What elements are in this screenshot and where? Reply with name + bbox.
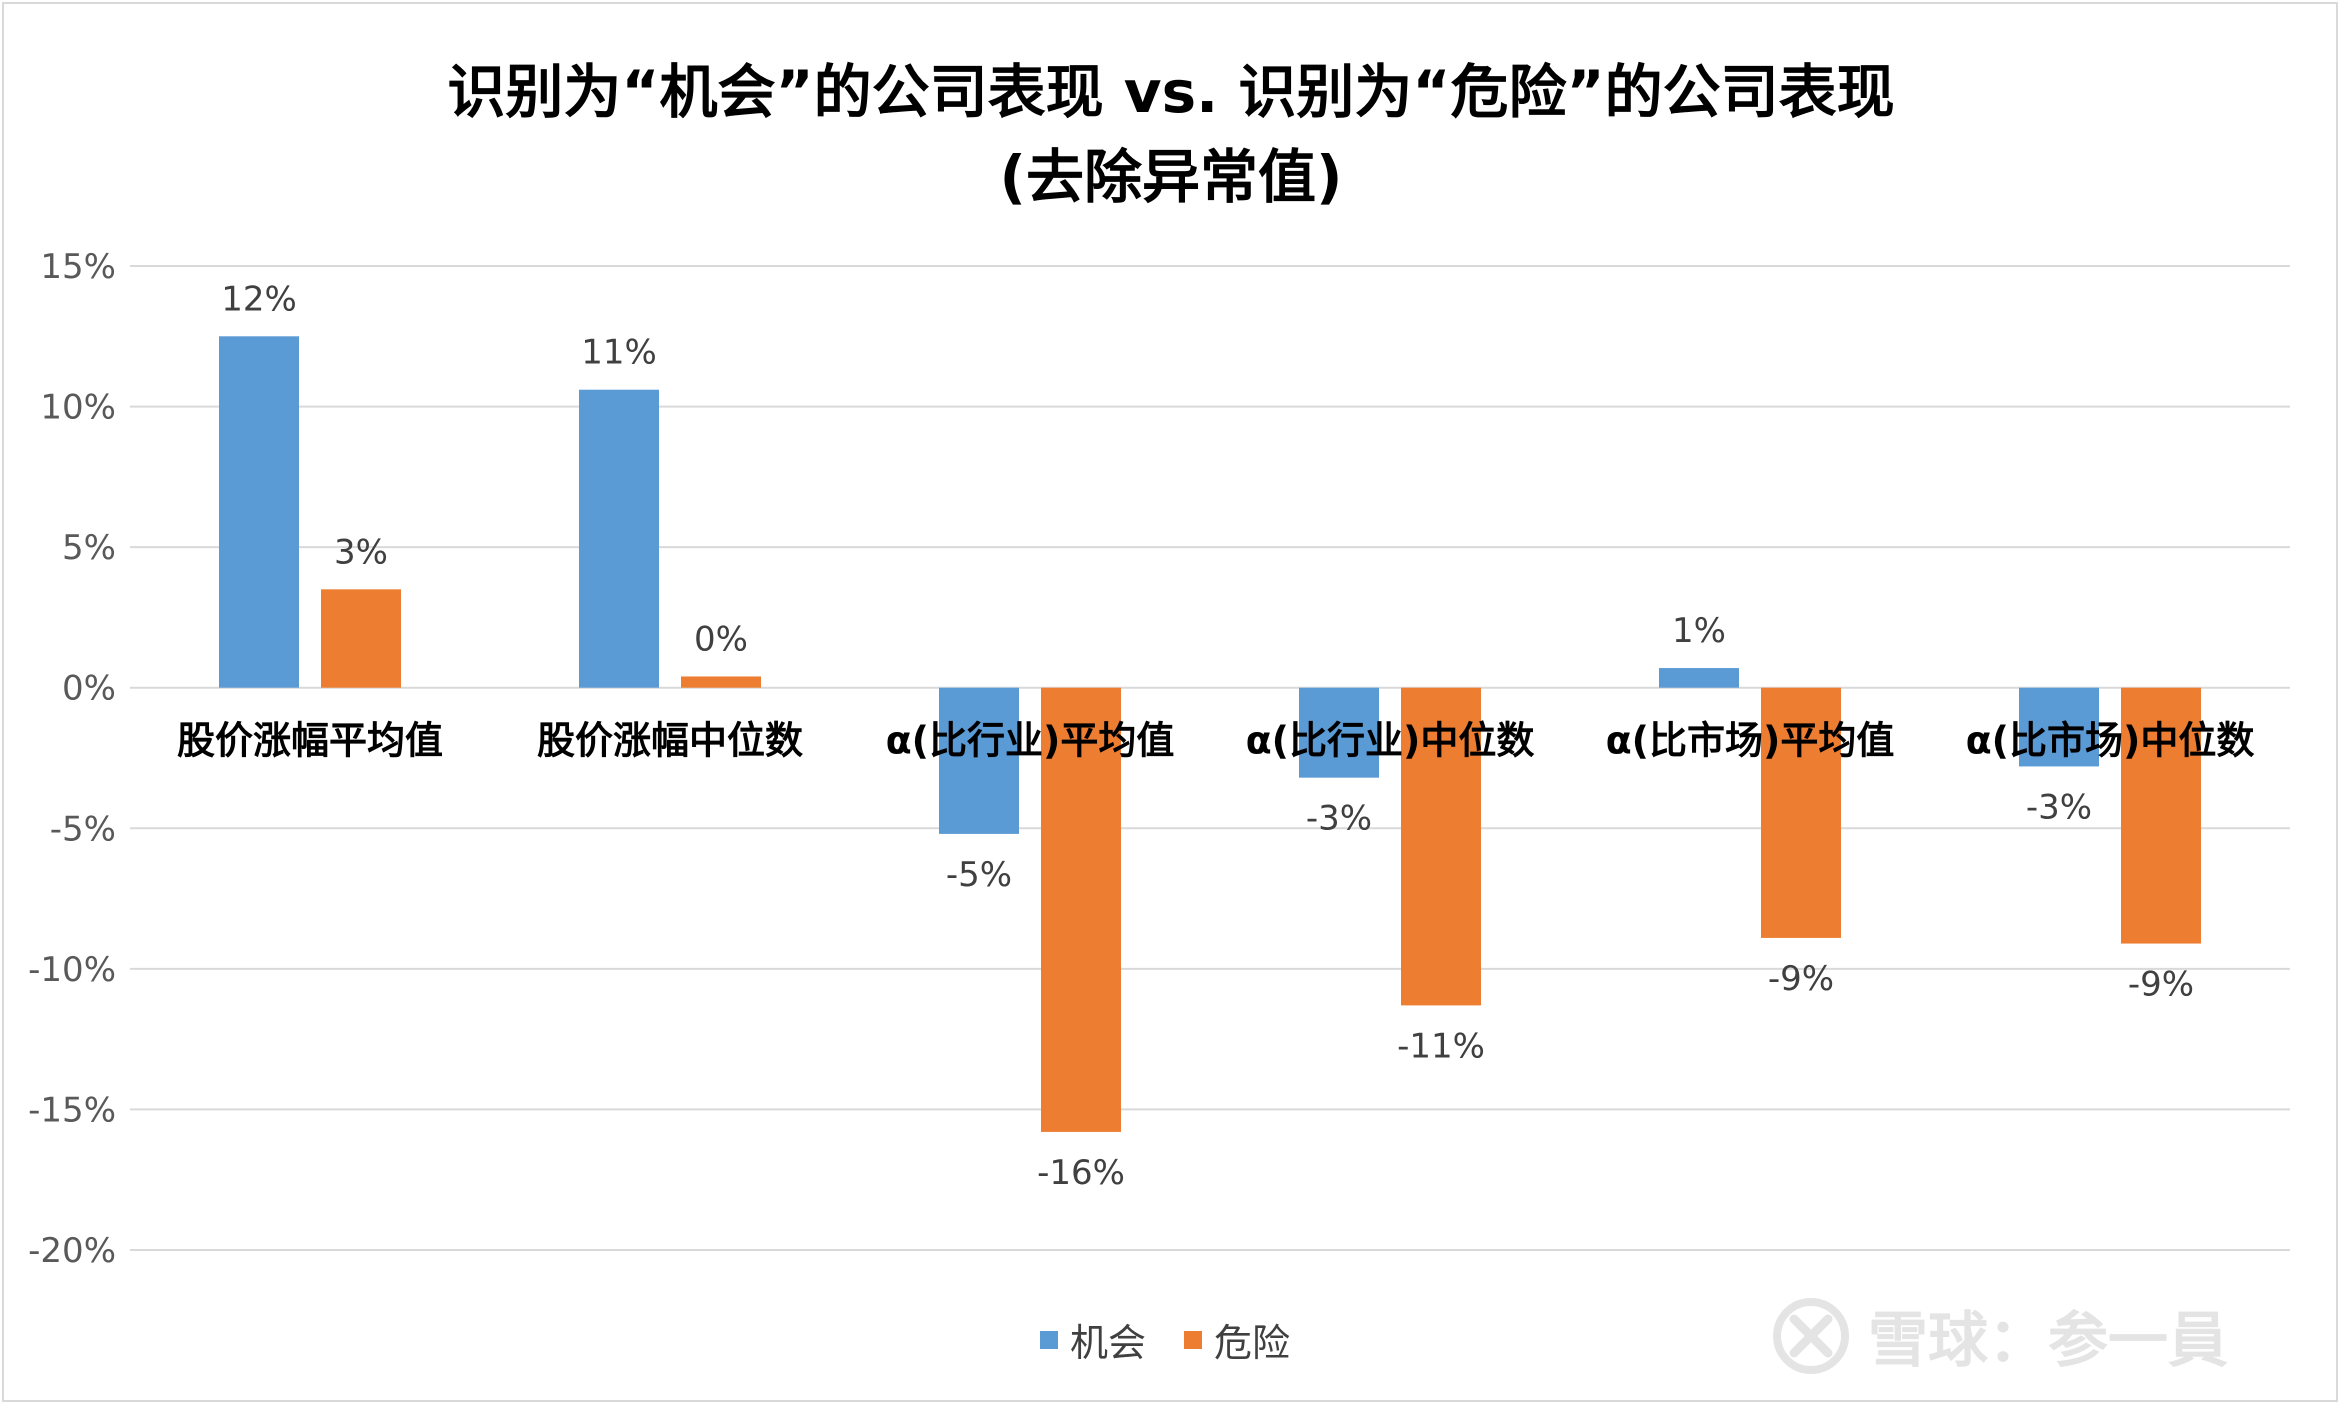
data-label: 0% <box>694 619 748 659</box>
data-label: -11% <box>1397 1026 1485 1066</box>
category-label: α(比市场)中位数 <box>1966 719 2255 763</box>
bar-danger <box>2121 687 2201 944</box>
legend-item-danger: 危险 <box>1184 1312 1290 1367</box>
bar-opportunity <box>2019 687 2099 767</box>
data-label: 1% <box>1672 611 1726 651</box>
y-tick-label: 15% <box>40 247 116 287</box>
bar-danger <box>1041 687 1121 1132</box>
y-tick-label: -20% <box>28 1231 116 1271</box>
data-label: -3% <box>1306 799 1372 839</box>
y-tick-label: 0% <box>62 669 116 709</box>
data-label: 3% <box>334 532 388 572</box>
data-label: -3% <box>2026 787 2092 827</box>
bar-opportunity <box>1299 687 1379 778</box>
bar-opportunity <box>579 389 659 688</box>
bar-opportunity <box>939 687 1019 834</box>
data-label: -9% <box>2128 965 2194 1005</box>
y-tick-label: -15% <box>28 1090 116 1130</box>
y-tick-label: 10% <box>40 388 116 428</box>
legend: 机会 危险 <box>1040 1312 1328 1367</box>
y-tick-label: 5% <box>62 528 116 568</box>
legend-swatch-danger <box>1184 1330 1203 1349</box>
bar-danger <box>1401 687 1481 1006</box>
data-label: -5% <box>946 855 1012 895</box>
category-label: α(比行业)平均值 <box>886 719 1175 763</box>
legend-label-danger: 危险 <box>1214 1321 1291 1365</box>
bar-opportunity <box>1659 668 1739 688</box>
bar-danger <box>1761 687 1841 938</box>
bar-opportunity <box>219 336 299 688</box>
category-label: α(比行业)中位数 <box>1246 719 1535 763</box>
data-label: 12% <box>221 279 297 319</box>
category-label: 股价涨幅平均值 <box>177 719 443 763</box>
data-label: 11% <box>581 333 657 373</box>
watermark-text: 雪球：参一員 <box>1868 1306 2228 1376</box>
category-label: 股价涨幅中位数 <box>537 719 803 763</box>
y-tick-label: -10% <box>28 950 116 990</box>
legend-item-opportunity: 机会 <box>1040 1312 1146 1367</box>
data-label: -16% <box>1037 1153 1125 1193</box>
snowball-logo-icon <box>1773 1297 1849 1374</box>
legend-swatch-opportunity <box>1040 1330 1058 1349</box>
bar-danger <box>681 676 761 688</box>
data-label: -9% <box>1768 959 1834 999</box>
legend-label-opportunity: 机会 <box>1070 1321 1147 1365</box>
watermark: 雪球：参一員 <box>1772 1292 2228 1379</box>
chart-title: 识别为“机会”的公司表现 vs. 识别为“危险”的公司表现 <box>447 58 1895 126</box>
chart-subtitle: (去除异常值) <box>999 143 1343 211</box>
category-label: α(比市场)平均值 <box>1606 719 1895 763</box>
bar-danger <box>321 589 401 688</box>
y-tick-label: -5% <box>50 809 116 849</box>
